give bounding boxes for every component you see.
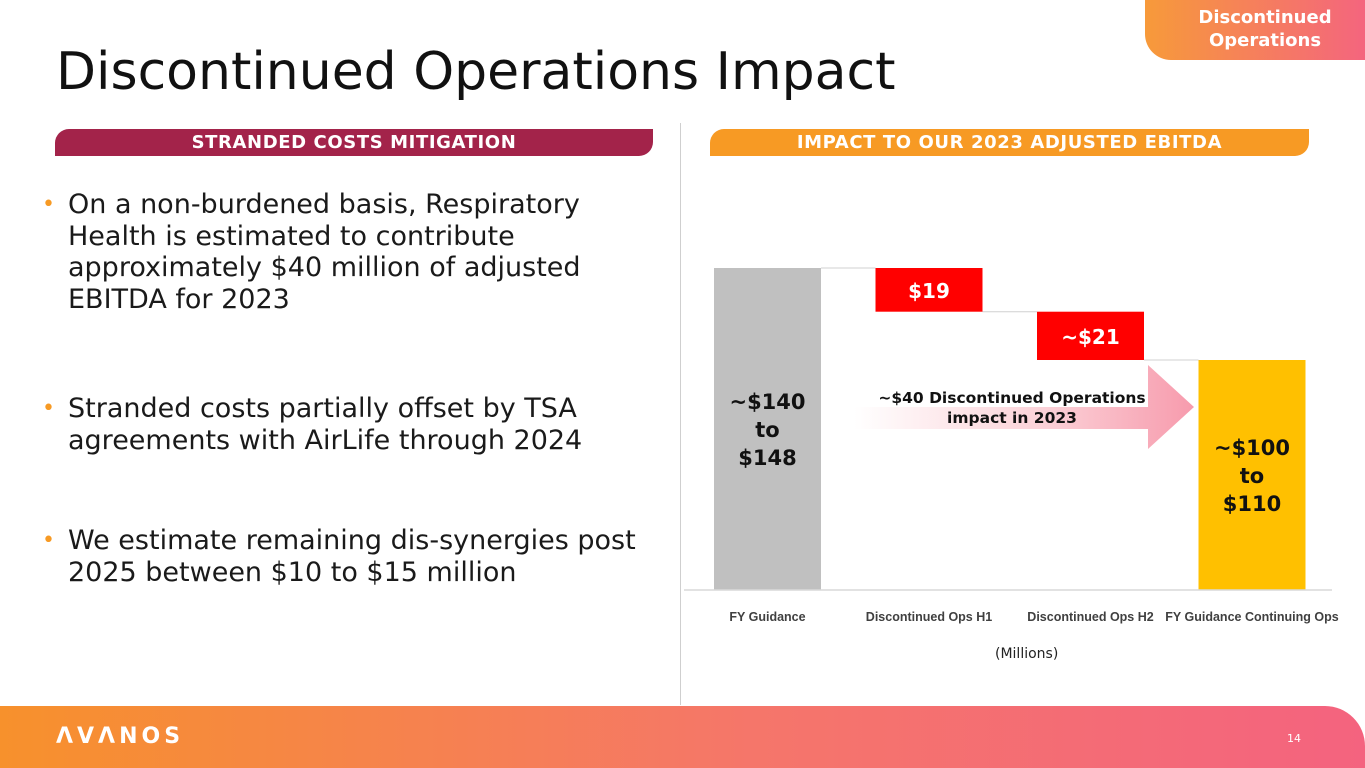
annotation-line1: ~$40 Discontinued Operations [878,389,1145,407]
avanos-logo: ΛVΛNOS [56,724,185,749]
stranded-costs-header: STRANDED COSTS MITIGATION [55,129,653,156]
bar-1 [714,268,821,590]
section-tag-line2: Operations [1208,30,1322,51]
annotation-arrow [854,365,1194,449]
bar-2-label-1: $19 [908,279,950,303]
section-tag-line1: Discontinued [1198,7,1332,28]
footer-bar: ΛVΛNOS 14 [0,706,1365,768]
x-tick-label-1: FY Guidance [729,610,805,624]
units-label: (Millions) [995,646,1059,662]
annotation-line2: impact in 2023 [947,409,1077,427]
waterfall-chart: ~$140 to $148 $19 ~$21 ~$100 to $110 ~$40 Disco… [684,267,1339,624]
bar-1-label-2: to [755,418,779,442]
bar-3 [1037,311,1144,360]
bar-4 [1198,360,1306,590]
x-tick-label-3: Discontinued Ops H2 [1027,610,1153,624]
x-tick-label-4: FY Guidance Continuing Ops [1165,610,1338,624]
ebitda-impact-header: IMPACT TO OUR 2023 ADJUSTED EBITDA [710,129,1309,156]
section-tag: Discontinued Operations [1145,0,1365,60]
bar-2 [875,268,983,312]
bar-3-label-1: ~$21 [1061,325,1120,349]
bullet-item-2: Stranded costs partially offset by TSA a… [42,393,652,456]
bullet-item-3: We estimate remaining dis-synergies post… [42,525,652,588]
x-tick-label-2: Discontinued Ops H1 [866,610,992,624]
page-number: 14 [1287,732,1301,745]
bullet-item-1: On a non-burdened basis, Respiratory Hea… [42,189,652,315]
page-title: Discontinued Operations Impact [56,42,896,102]
bar-1-label-1: ~$140 [729,390,805,414]
bar-1-label-3: $148 [738,446,796,470]
bar-4-label-2: to [1240,464,1264,488]
column-divider [680,123,681,705]
bar-4-label-1: ~$100 [1214,436,1290,460]
bar-4-label-3: $110 [1223,492,1281,516]
bullet-list: On a non-burdened basis, Respiratory Hea… [42,189,652,588]
